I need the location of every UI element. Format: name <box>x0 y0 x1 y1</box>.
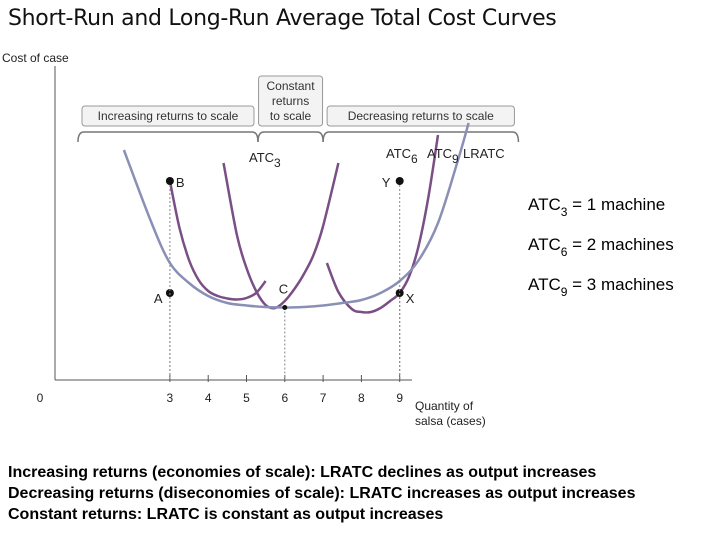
region-label: Constant returns to scale <box>267 79 316 123</box>
point-y <box>395 177 404 185</box>
cost-curves-chart: Cost of case 0 3 4 5 6 7 8 9 Quantity of salsa (ca… <box>2 51 674 428</box>
curve-label-atc9: ATC9 <box>427 146 459 166</box>
axes: Cost of case 0 3 4 5 6 7 8 9 Quantity of salsa (ca… <box>2 51 486 428</box>
curve-atc6 <box>222 162 340 310</box>
curve-atc9 <box>325 134 440 314</box>
region-bracket <box>322 131 520 143</box>
curve-label-atc3: ATC3 <box>249 150 281 170</box>
curve-label-atc6: ATC6 <box>386 146 418 166</box>
x-tick-label: 9 <box>396 391 403 405</box>
curve-atc3 <box>168 180 267 301</box>
x-tick-label: 5 <box>243 391 250 405</box>
region-label-box <box>326 105 515 127</box>
region-label-box <box>81 105 255 127</box>
point-label-y: Y <box>382 175 391 190</box>
page-title: Short-Run and Long-Run Average Total Cos… <box>8 6 557 31</box>
legend-note: ATC6 = 2 machines <box>528 235 674 259</box>
x-tick-label: 3 <box>167 391 174 405</box>
point-label-c: C <box>279 282 288 297</box>
region-label-box <box>258 75 324 127</box>
x-tick-label: 7 <box>320 391 327 405</box>
point-label-x: X <box>406 291 415 306</box>
x-tick-label: 6 <box>281 391 288 405</box>
x-tick-label: 8 <box>358 391 365 405</box>
region-bracket <box>77 131 259 143</box>
legend-note: ATC9 = 3 machines <box>528 275 674 299</box>
curve-label-lratc: LRATC <box>463 146 505 161</box>
x-tick-label: 4 <box>205 391 212 405</box>
machine-legend: ATC3 = 1 machine ATC6 = 2 machines ATC9 = … <box>528 195 674 299</box>
point-label-b: B <box>176 175 185 190</box>
point-label-a: A <box>154 291 163 306</box>
point-c <box>282 305 288 310</box>
y-axis-label: Cost of case <box>2 51 69 65</box>
labeled-points: A B C X Y <box>154 175 415 380</box>
note-decreasing: Decreasing returns (diseconomies of scal… <box>8 485 636 502</box>
x-axis-label: Quantity of salsa (cases) <box>415 399 486 428</box>
legend-note: ATC3 = 1 machine <box>528 195 665 219</box>
note-constant: Constant returns: LRATC is constant as o… <box>8 506 444 523</box>
x-tick-label: 0 <box>37 391 44 405</box>
region-bracket <box>257 131 324 143</box>
cost-curves: ATC3 ATC6 ATC9 LRATC <box>122 122 505 314</box>
region-label: Decreasing returns to scale <box>348 109 494 123</box>
returns-region-labels: Increasing returns to scale Constant retur… <box>77 75 520 143</box>
point-b <box>165 177 174 185</box>
curve-lratc <box>122 122 470 309</box>
region-label: Increasing returns to scale <box>98 109 239 123</box>
note-increasing: Increasing returns (economies of scale):… <box>8 464 597 481</box>
notes-block: Increasing returns (economies of scale):… <box>8 462 635 525</box>
